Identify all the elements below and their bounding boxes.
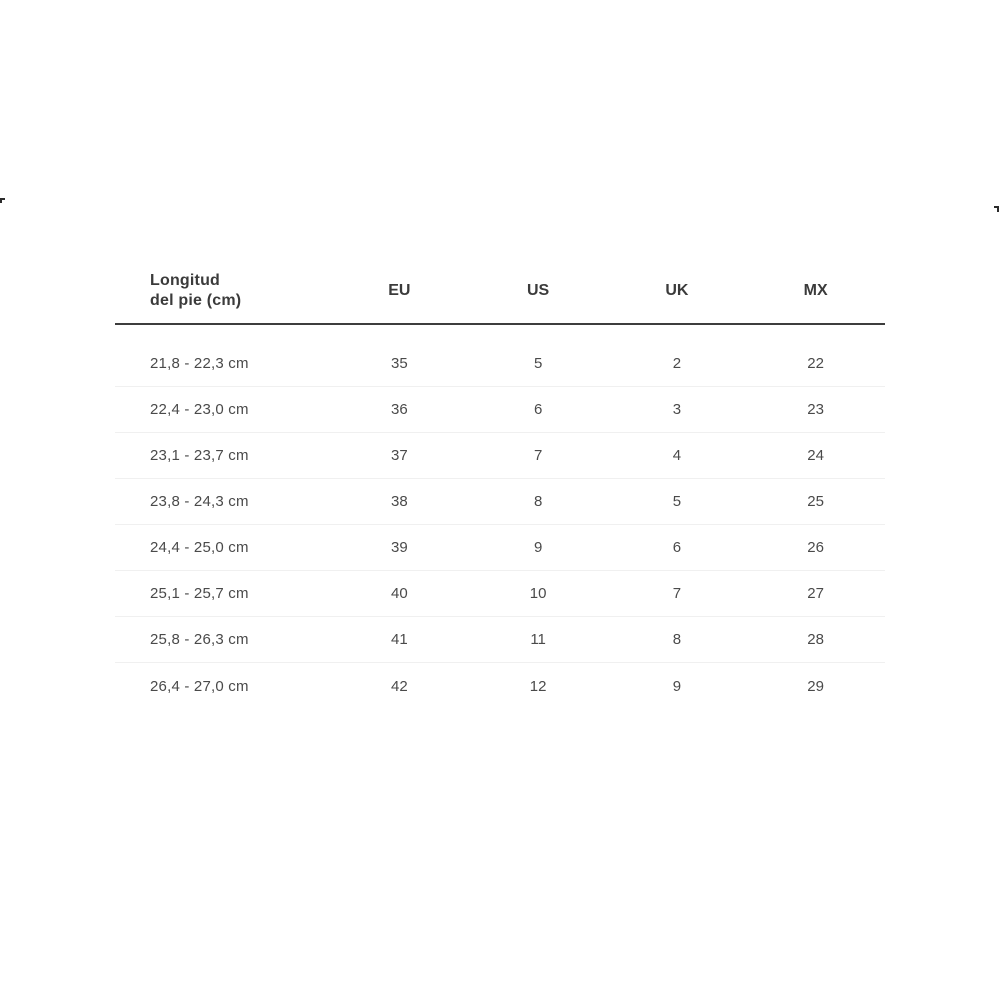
mx-size-cell: 23 (807, 401, 824, 418)
size-conversion-table: Longitud del pie (cm) EU US UK MX 21,8 -… (115, 259, 885, 709)
foot-length-cell: 23,8 - 24,3 cm (150, 493, 249, 510)
us-size-cell: 8 (533, 493, 543, 510)
foot-length-cell: 21,8 - 22,3 cm (150, 355, 249, 372)
edge-artifact-right (994, 206, 999, 212)
uk-size-cell: 2 (672, 355, 682, 372)
foot-length-cell: 25,1 - 25,7 cm (150, 585, 249, 602)
column-header-uk: UK (665, 282, 689, 299)
us-size-cell: 9 (533, 539, 543, 556)
uk-size-cell: 8 (672, 631, 682, 648)
uk-size-cell: 9 (672, 677, 682, 695)
table-row: 24,4 - 25,0 cm 39 9 6 26 (115, 525, 885, 571)
table-row: 23,8 - 24,3 cm 38 8 5 25 (115, 479, 885, 525)
table-row: 22,4 - 23,0 cm 36 6 3 23 (115, 387, 885, 433)
uk-size-cell: 5 (672, 493, 682, 510)
table-row: 23,1 - 23,7 cm 37 7 4 24 (115, 433, 885, 479)
eu-size-cell: 35 (391, 355, 408, 372)
foot-length-header-line2: del pie (cm) (150, 292, 242, 309)
us-size-cell: 7 (533, 447, 543, 464)
edge-artifact-left (0, 198, 5, 203)
column-header-mx: MX (803, 282, 828, 299)
eu-size-cell: 41 (391, 631, 408, 648)
table-row: 25,1 - 25,7 cm 40 10 7 27 (115, 571, 885, 617)
us-size-cell: 11 (530, 631, 546, 648)
mx-size-cell: 28 (807, 631, 824, 648)
size-table-header: Longitud del pie (cm) EU US UK MX (115, 259, 885, 325)
mx-size-cell: 24 (807, 447, 824, 464)
eu-size-cell: 39 (391, 539, 408, 556)
us-size-cell: 6 (533, 401, 543, 418)
eu-size-cell: 37 (391, 447, 408, 464)
us-size-cell: 5 (533, 355, 543, 372)
size-table-body: 21,8 - 22,3 cm 35 5 2 22 22,4 - 23,0 cm … (115, 341, 885, 709)
column-header-eu: EU (388, 282, 411, 299)
eu-size-cell: 42 (391, 677, 408, 695)
eu-size-cell: 36 (391, 401, 408, 418)
mx-size-cell: 26 (807, 539, 824, 556)
mx-size-cell: 25 (807, 493, 824, 510)
eu-size-cell: 38 (391, 493, 408, 510)
mx-size-cell: 22 (807, 355, 824, 372)
table-row: 25,8 - 26,3 cm 41 11 8 28 (115, 617, 885, 663)
uk-size-cell: 4 (672, 447, 682, 464)
column-header-us: US (527, 282, 550, 299)
eu-size-cell: 40 (391, 585, 408, 602)
foot-length-cell: 26,4 - 27,0 cm (150, 677, 249, 695)
table-row: 26,4 - 27,0 cm 42 12 9 29 (115, 663, 885, 709)
us-size-cell: 10 (529, 585, 547, 602)
mx-size-cell: 29 (807, 677, 824, 695)
foot-length-cell: 25,8 - 26,3 cm (150, 631, 249, 648)
foot-length-cell: 23,1 - 23,7 cm (150, 447, 249, 464)
uk-size-cell: 6 (672, 539, 682, 556)
table-row: 21,8 - 22,3 cm 35 5 2 22 (115, 341, 885, 387)
mx-size-cell: 27 (807, 585, 824, 602)
foot-length-cell: 22,4 - 23,0 cm (150, 401, 249, 418)
uk-size-cell: 3 (672, 401, 682, 418)
us-size-cell: 12 (529, 677, 547, 695)
uk-size-cell: 7 (672, 585, 682, 602)
foot-length-column-header: Longitud del pie (cm) (115, 271, 330, 311)
foot-length-header-line1: Longitud (150, 272, 221, 289)
foot-length-cell: 24,4 - 25,0 cm (150, 539, 249, 556)
